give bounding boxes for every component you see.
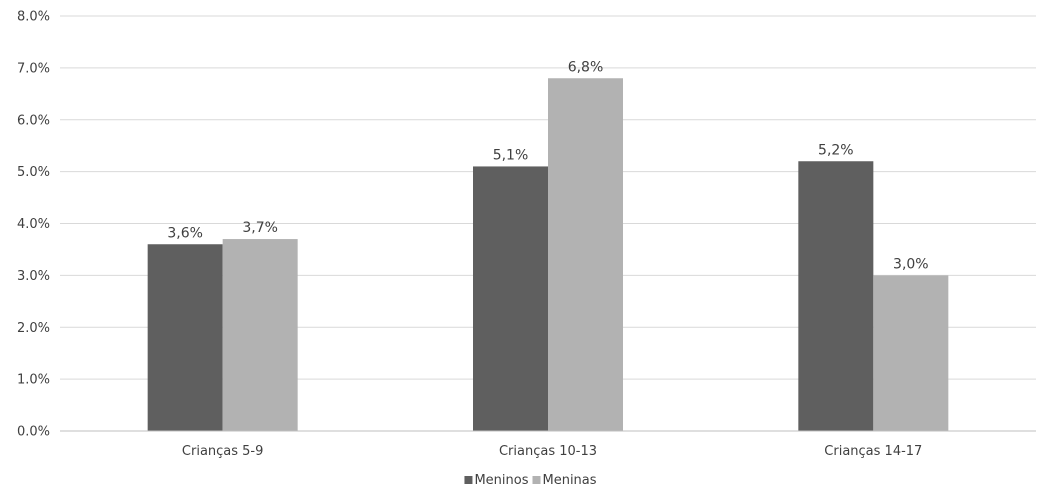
legend-swatch	[532, 476, 541, 484]
y-tick-label: 4.0%	[17, 217, 50, 232]
bar	[222, 239, 298, 431]
legend-item: Meninas	[532, 473, 597, 488]
legend: Meninos Meninas	[464, 473, 597, 488]
y-tick-label: 5.0%	[17, 165, 50, 180]
y-tick-label: 6.0%	[17, 113, 50, 128]
bar	[798, 161, 874, 431]
x-tick-label: Crianças 5-9	[182, 444, 264, 459]
y-tick-label: 7.0%	[17, 61, 50, 76]
legend-swatch	[464, 476, 473, 484]
bar	[473, 166, 548, 431]
data-labels: 3,6% 3,7% 5,1% 6,8% 5,2% 3,0%	[167, 59, 928, 272]
data-label: 5,2%	[818, 142, 854, 158]
bar	[147, 244, 223, 431]
y-tick-label: 3.0%	[17, 269, 50, 284]
legend-item: Meninos	[464, 473, 529, 488]
data-label: 3,0%	[893, 256, 929, 272]
y-tick-label: 8.0%	[17, 10, 50, 25]
bars	[147, 78, 949, 431]
y-tick-label: 0.0%	[17, 425, 50, 440]
x-tick-label: Crianças 14-17	[824, 444, 922, 459]
data-label: 5,1%	[493, 147, 529, 163]
bar	[548, 78, 623, 431]
y-axis: 0.0% 1.0% 2.0% 3.0% 4.0% 5.0% 6.0% 7.0% 8.0%	[17, 10, 50, 440]
data-label: 3,6%	[167, 225, 203, 241]
bar	[873, 275, 949, 431]
data-label: 3,7%	[242, 220, 278, 236]
legend-label: Meninos	[474, 473, 528, 488]
y-tick-label: 1.0%	[17, 373, 50, 388]
x-tick-label: Crianças 10-13	[499, 444, 597, 459]
legend-label: Meninas	[542, 473, 596, 488]
x-axis: Crianças 5-9 Crianças 10-13 Crianças 14-17	[60, 430, 1036, 459]
data-label: 6,8%	[568, 59, 604, 75]
y-tick-label: 2.0%	[17, 321, 50, 336]
